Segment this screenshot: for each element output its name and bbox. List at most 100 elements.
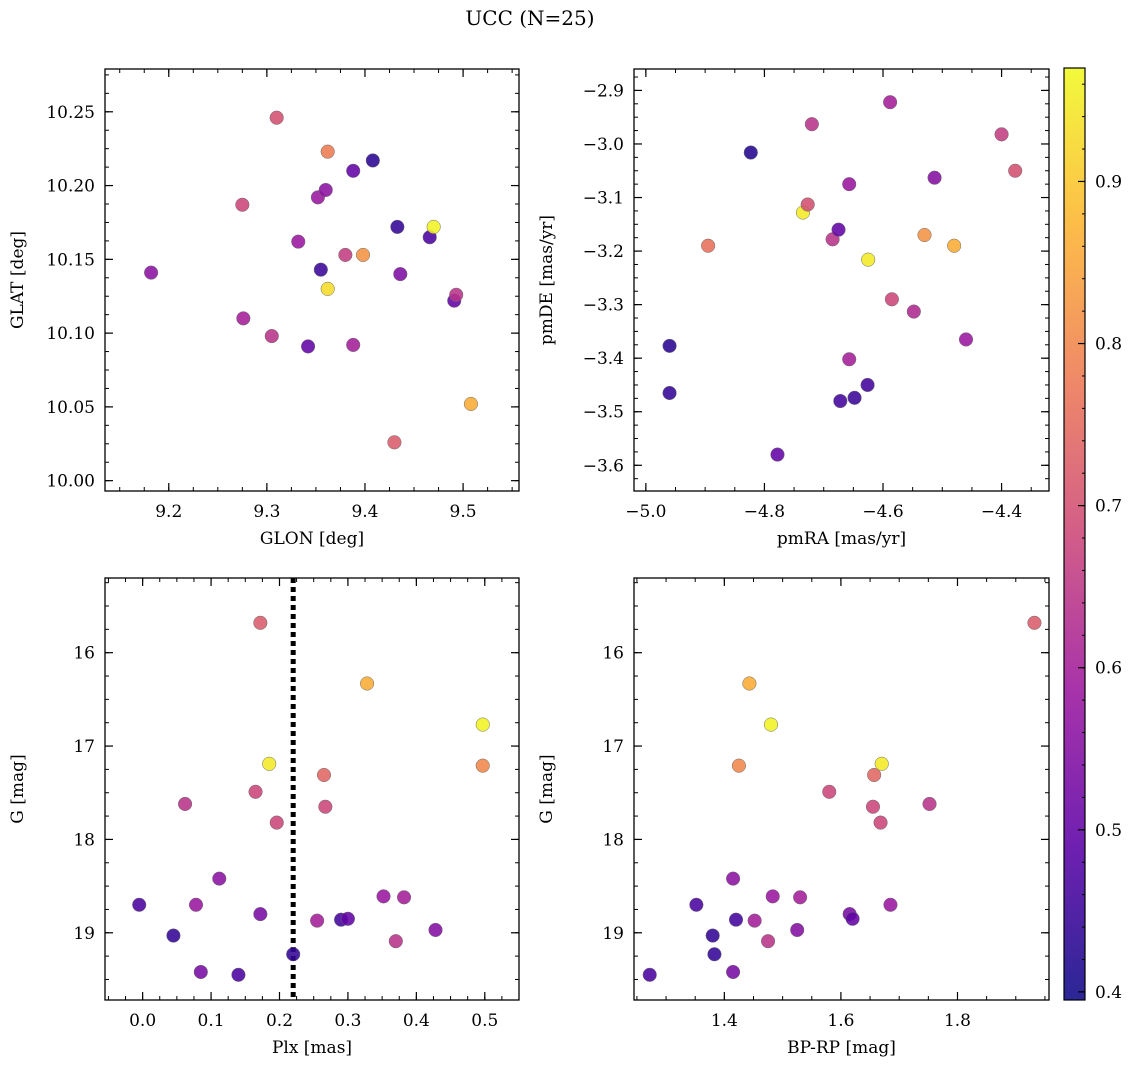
- data-point: [338, 247, 353, 262]
- data-point: [132, 897, 147, 912]
- data-point: [1008, 163, 1023, 178]
- y-axis-label: G [mag]: [537, 754, 557, 823]
- y-tick-label: 16: [602, 644, 624, 664]
- data-point: [463, 396, 478, 411]
- data-point: [707, 947, 722, 962]
- data-point: [346, 337, 361, 352]
- data-point: [313, 262, 328, 277]
- data-point: [728, 912, 744, 927]
- panel-2: −5.0 −4.8 −4.6 −4.4 −3.6 −3.5 −3.4 −3.3 −3.2 −3.1…: [537, 68, 1050, 549]
- panel-1: 9.2 9.3 9.4 9.5 10.00 10.05 10.10 10.15 10.20 10.…: [8, 68, 520, 549]
- y-tick-label: 10.10: [46, 324, 95, 344]
- y-tick-label: 19: [73, 924, 95, 944]
- y-tick-label: 10.20: [46, 177, 95, 197]
- data-point: [212, 871, 227, 886]
- x-tick-label: 0.3: [334, 1011, 361, 1031]
- data-point: [763, 717, 779, 732]
- y-tick-label: 18: [602, 830, 624, 850]
- colorbar-tick-label: 0.8: [1095, 335, 1122, 355]
- y-tick-label: −3.2: [583, 242, 624, 262]
- colorbar-frame: [1063, 67, 1086, 1001]
- data-point: [793, 890, 808, 905]
- x-tick-label: 0.0: [129, 1011, 156, 1031]
- data-point: [355, 247, 371, 262]
- x-tick-label: 0.1: [198, 1011, 225, 1031]
- data-point: [845, 911, 860, 926]
- y-tick-label: 16: [73, 644, 95, 664]
- data-point: [867, 767, 882, 783]
- y-tick-label: −3.5: [583, 403, 624, 423]
- data-point: [269, 110, 284, 125]
- data-point: [428, 922, 443, 938]
- x-axis-label: pmRA [mas/yr]: [777, 529, 906, 549]
- data-point: [831, 222, 846, 237]
- data-point: [662, 385, 677, 401]
- axes-frame: [633, 577, 1050, 1001]
- y-tick-label: 10.05: [46, 398, 95, 418]
- y-tick-label: −2.9: [583, 81, 624, 101]
- data-point: [742, 676, 757, 691]
- data-point: [320, 144, 335, 159]
- data-point: [316, 767, 332, 783]
- axes-frame: [104, 577, 520, 1001]
- data-point: [426, 219, 441, 234]
- data-point: [865, 799, 881, 814]
- y-tick-label: 19: [602, 924, 624, 944]
- data-point: [804, 117, 819, 132]
- colorbar-tick-label: 0.4: [1095, 983, 1122, 1003]
- x-axis-label: BP-RP [mag]: [787, 1038, 896, 1058]
- data-point: [765, 889, 780, 904]
- data-point: [790, 922, 805, 938]
- data-point: [833, 393, 848, 409]
- data-point: [231, 967, 246, 982]
- data-point: [193, 964, 208, 980]
- panel-3: 0.0 0.1 0.2 0.3 0.4 0.5 16 17 18 19 Plx [mas] G [ma…: [8, 577, 520, 1058]
- x-tick-label: −4.6: [862, 502, 903, 522]
- x-tick-label: 9.5: [450, 502, 477, 522]
- x-tick-label: 0.2: [266, 1011, 293, 1031]
- data-point: [822, 784, 837, 799]
- data-point: [873, 815, 888, 830]
- y-tick-label: −3.3: [583, 296, 624, 316]
- data-point: [689, 897, 704, 912]
- colorbar-tick-label: 0.6: [1095, 659, 1122, 679]
- data-point: [860, 377, 875, 393]
- data-point: [388, 934, 403, 949]
- data-point: [318, 799, 333, 814]
- x-axis-label: GLON [deg]: [260, 529, 364, 549]
- y-tick-label: 10.15: [46, 250, 95, 270]
- colorbar-gradient: [1064, 68, 1085, 1000]
- y-tick-label: −3.4: [583, 349, 624, 369]
- data-point: [475, 758, 490, 773]
- data-point: [269, 815, 284, 830]
- colorbar-tick-label: 0.5: [1095, 821, 1122, 841]
- x-tick-label: 0.4: [403, 1011, 430, 1031]
- data-point: [166, 928, 181, 943]
- data-point: [291, 234, 306, 249]
- data-point: [365, 153, 380, 168]
- y-tick-label: 17: [73, 737, 95, 757]
- data-point: [884, 292, 899, 307]
- data-point: [396, 890, 412, 905]
- data-point: [947, 238, 962, 253]
- data-point: [248, 784, 263, 799]
- data-point: [393, 267, 408, 282]
- data-point: [376, 889, 391, 904]
- data-point: [475, 717, 490, 732]
- x-tick-label: 0.5: [471, 1011, 498, 1031]
- data-point: [842, 177, 857, 192]
- data-point: [705, 928, 720, 943]
- data-point: [301, 339, 316, 354]
- x-tick-label: −4.8: [744, 502, 785, 522]
- data-point: [883, 897, 898, 912]
- data-point: [701, 238, 716, 253]
- axes-frame: [633, 68, 1050, 492]
- data-point: [747, 913, 762, 928]
- data-point: [387, 435, 402, 450]
- y-axis-label: pmDE [mas/yr]: [537, 215, 557, 345]
- data-point: [958, 332, 974, 347]
- data-point: [662, 338, 677, 353]
- y-tick-label: −3.6: [583, 456, 624, 476]
- data-point: [917, 227, 932, 243]
